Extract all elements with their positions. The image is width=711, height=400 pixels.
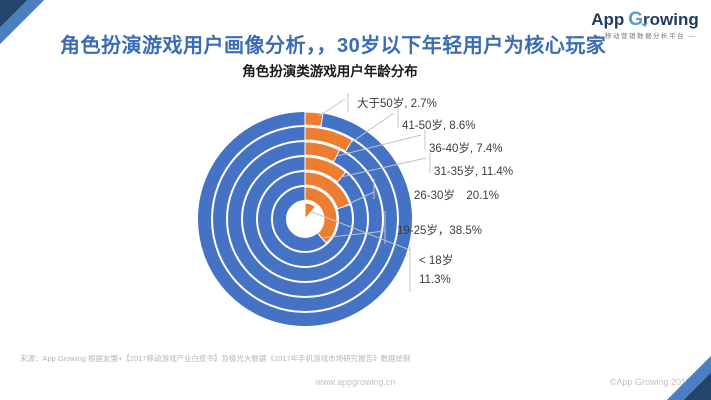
- logo-tagline: — 移动营销数据分析平台 —: [593, 32, 697, 40]
- segment-26-30岁: [304, 171, 351, 210]
- leader-line: [343, 191, 375, 207]
- segment-41-50岁: [304, 126, 354, 152]
- chart-title: 角色扮演类游戏用户年龄分布: [242, 64, 418, 79]
- app-growing-logo: App Growing — 移动营销数据分析平台 —: [587, 9, 703, 40]
- website-url: www.appgrowing.cn: [315, 377, 396, 387]
- logo-text-g: G: [628, 9, 644, 30]
- logo-wordmark: App Growing: [587, 9, 703, 31]
- logo-text-app: App: [591, 10, 625, 29]
- segment-31-35岁: [304, 156, 347, 183]
- leader-line: [318, 98, 346, 117]
- leader-line: [336, 134, 422, 157]
- leader-line: [348, 112, 395, 145]
- page-title: 角色扮演游戏用户画像分析，，30岁以下年轻用户为核心玩家: [60, 35, 607, 58]
- segment-36-40岁: [304, 141, 341, 163]
- copyright-text: ©App Growing 2018: [609, 377, 691, 387]
- leader-line: [321, 230, 386, 239]
- leader-line: [311, 211, 411, 251]
- segment-19-25岁: [304, 186, 338, 244]
- segment-<18岁: [304, 202, 317, 221]
- source-note: 来源：App Growing 根据友盟+【2017移动游戏产业白皮书】及极光大数…: [20, 354, 411, 363]
- logo-text-rowing: rowing: [643, 10, 699, 29]
- leader-line: [340, 157, 427, 178]
- segment-大于50岁: [304, 111, 324, 127]
